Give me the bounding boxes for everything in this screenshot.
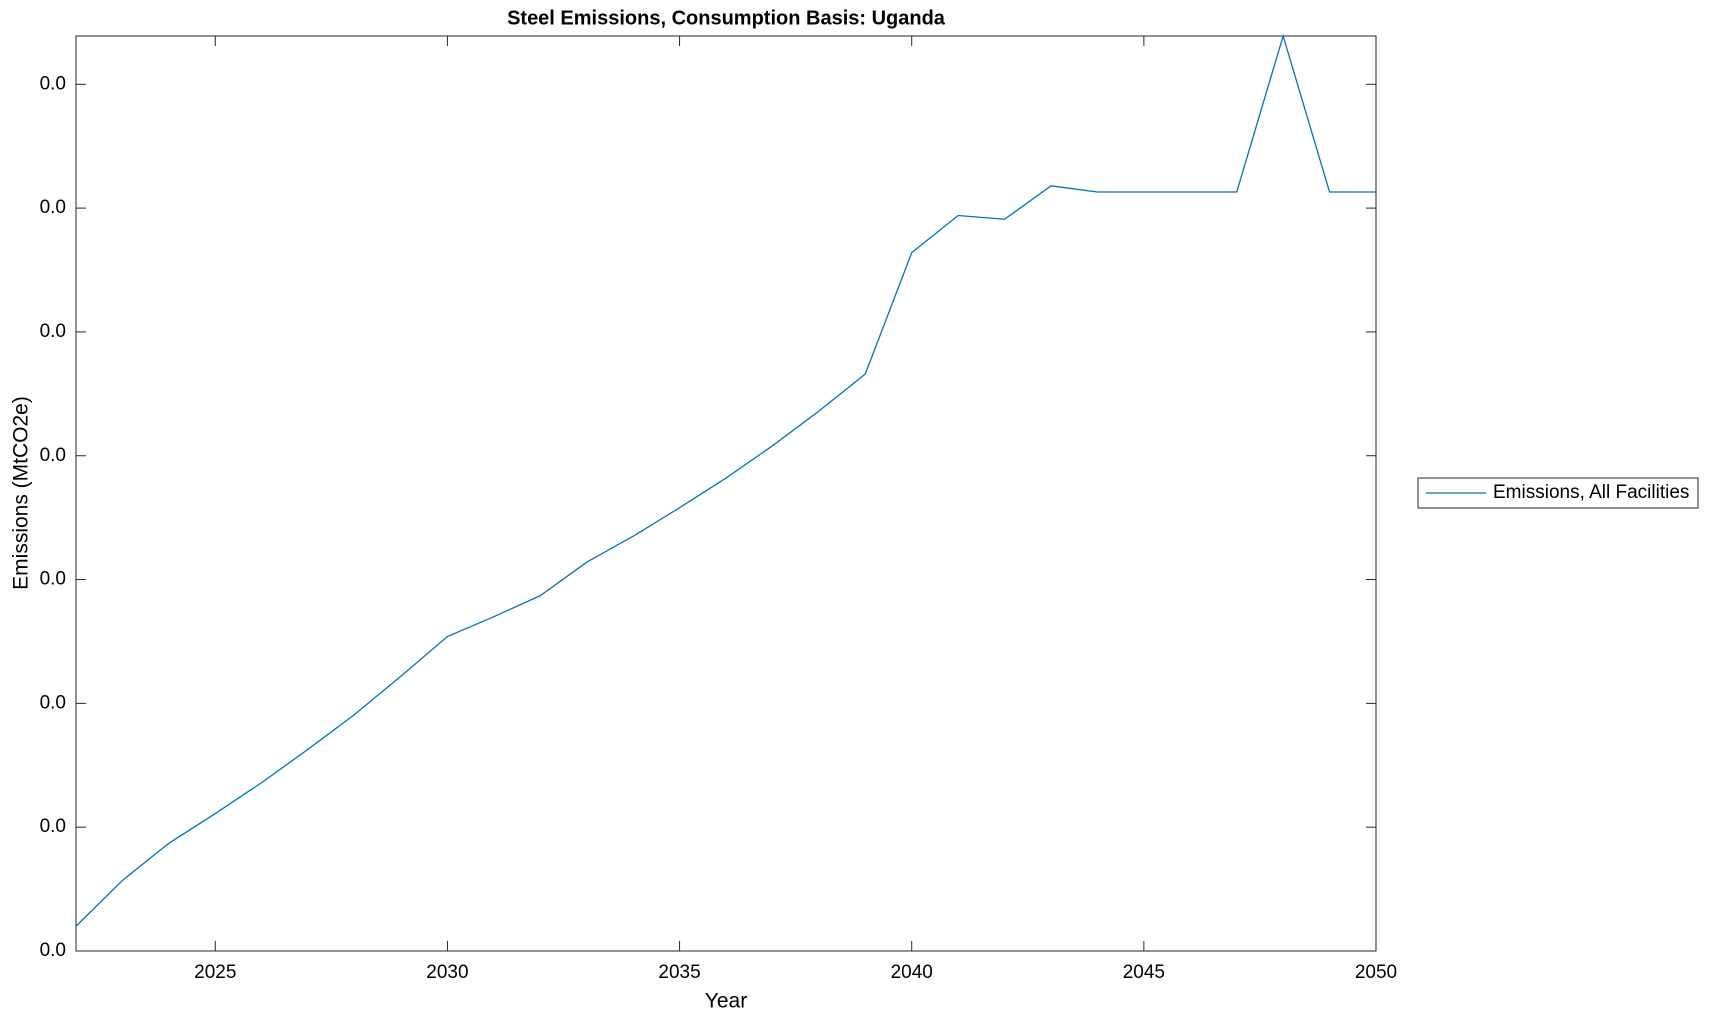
x-tick-label: 2040: [891, 962, 933, 983]
plot-area: [75, 35, 1377, 952]
chart-title: Steel Emissions, Consumption Basis: Ugan…: [507, 7, 946, 29]
y-tick-label: 0.0: [40, 816, 66, 837]
y-tick-label: 0.0: [40, 197, 66, 218]
y-axis-label: Emissions (MtCO2e): [10, 396, 33, 590]
x-tick-label: 2035: [658, 962, 700, 983]
x-tick-label: 2045: [1123, 962, 1165, 983]
x-axis-label: Year: [705, 990, 747, 1013]
y-tick-label: 0.0: [40, 445, 66, 466]
y-tick-label: 0.0: [40, 321, 66, 342]
x-tick-label: 2030: [426, 962, 468, 983]
x-tick-label: 2025: [194, 962, 236, 983]
y-tick-label: 0.0: [40, 692, 66, 713]
y-tick-label: 0.0: [40, 940, 66, 961]
data-line: [75, 33, 1376, 927]
y-tick-label: 0.0: [40, 569, 66, 590]
y-tick-label: 0.0: [40, 73, 66, 94]
x-tick-label: 2050: [1355, 962, 1397, 983]
legend-label: Emissions, All Facilities: [1493, 482, 1689, 503]
